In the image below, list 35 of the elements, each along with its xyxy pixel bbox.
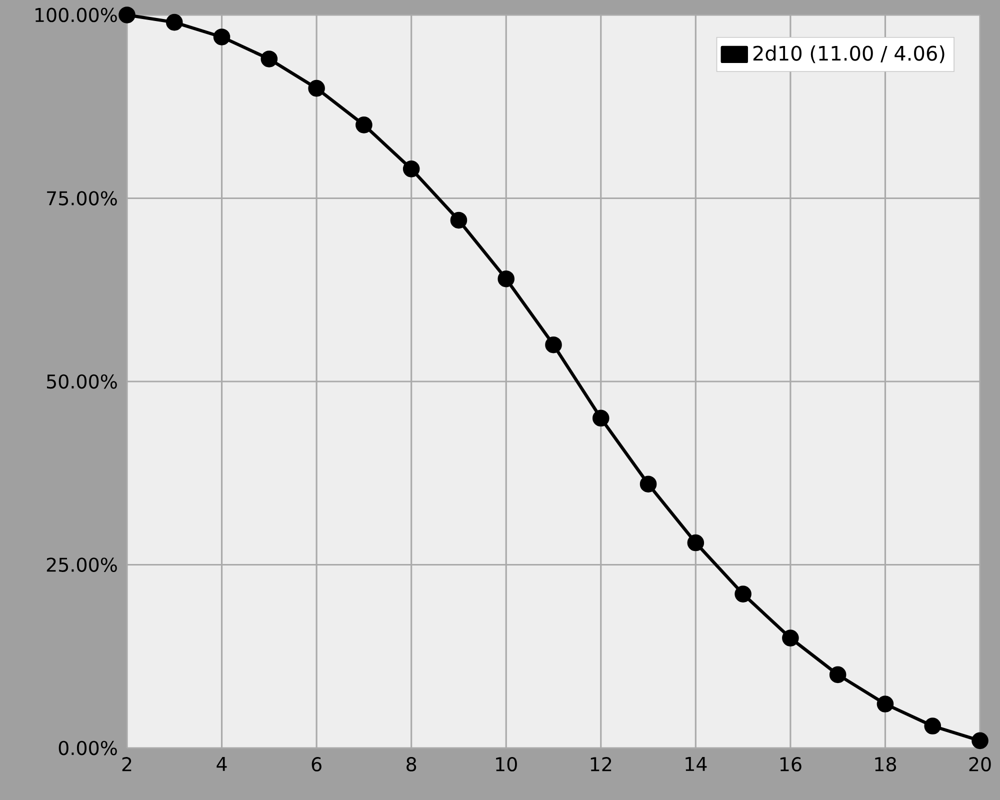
point xyxy=(402,160,420,178)
x-tick-label: 6 xyxy=(312,757,322,772)
y-tick-label: 0.00% xyxy=(58,740,117,756)
point xyxy=(213,28,230,46)
x-tick-label: 14 xyxy=(686,757,707,771)
x-tick-label: 18 xyxy=(875,757,896,772)
point xyxy=(687,534,704,552)
point xyxy=(972,732,988,750)
x-tick-label: 2 xyxy=(122,757,132,772)
point xyxy=(545,336,562,354)
x-tick-label: 10 xyxy=(496,757,517,772)
point xyxy=(924,718,942,734)
x-tick-label: 12 xyxy=(590,757,612,772)
point xyxy=(829,666,846,684)
y-tick-label: 100.00% xyxy=(36,8,117,22)
point xyxy=(640,476,657,493)
y-tick-label: 25.00% xyxy=(46,558,117,572)
x-tick-label: 16 xyxy=(780,757,802,772)
point xyxy=(260,50,278,68)
point xyxy=(734,586,752,602)
x-tick-label: 20 xyxy=(969,757,991,772)
point xyxy=(166,14,183,31)
point xyxy=(450,212,468,229)
x-tick-label: 8 xyxy=(406,757,416,772)
point xyxy=(356,116,372,134)
point xyxy=(498,270,515,288)
point xyxy=(876,696,894,712)
y-tick-label: 50.00% xyxy=(46,374,117,389)
point xyxy=(118,6,136,24)
point xyxy=(592,410,610,427)
point xyxy=(308,80,325,97)
legend-label: 2d10 (11.00 / 4.06) xyxy=(753,45,944,64)
y-tick-label: 75.00% xyxy=(47,191,117,206)
x-tick-label: 4 xyxy=(216,757,227,771)
point xyxy=(782,630,799,646)
